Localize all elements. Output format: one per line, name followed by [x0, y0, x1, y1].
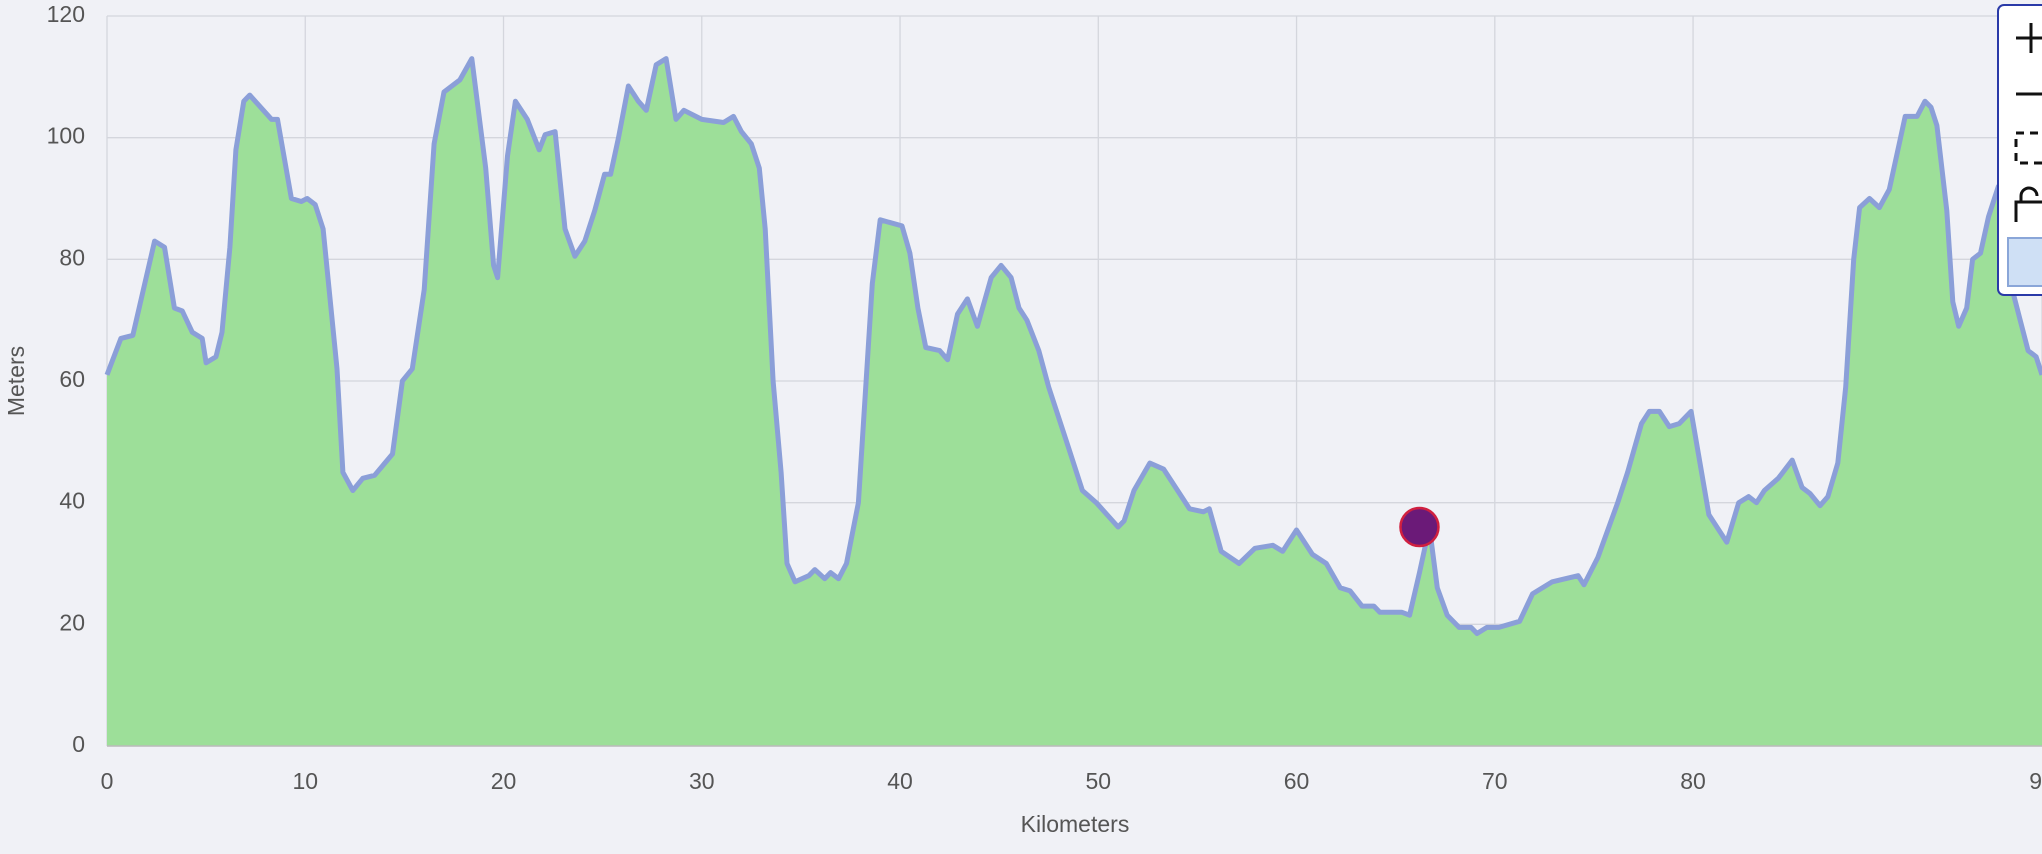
- data-button[interactable]: [2007, 237, 2042, 287]
- toolbar: [1997, 4, 2042, 296]
- y-tick-label: 0: [72, 731, 85, 757]
- y-tick-label: 60: [59, 366, 85, 392]
- x-tick-label: 20: [491, 768, 517, 794]
- x-tick-label: 50: [1085, 768, 1111, 794]
- y-tick-label: 20: [59, 609, 85, 635]
- line: [104, 56, 2042, 636]
- highlight-marker: [1399, 506, 1440, 548]
- x-tick-label: 40: [887, 768, 913, 794]
- x-tick-label: 10: [292, 768, 318, 794]
- x-axis-label: Kilometers: [1021, 811, 1130, 837]
- y-tick-label: 40: [59, 488, 85, 514]
- x-tick-label: 30: [689, 768, 715, 794]
- y-tick-label: 100: [47, 123, 85, 149]
- y-tick-label: 80: [59, 244, 85, 270]
- x-tick-label: 0: [101, 768, 114, 794]
- x-tick-label: 60: [1284, 768, 1310, 794]
- x-tick-label: 97: [2029, 768, 2042, 794]
- toolbar-frame: [1997, 4, 2042, 296]
- plot: 0 20 40 60 80 100 120 0 10 20 30 40 50 60 70 80 97: [47, 1, 2042, 794]
- zoom-in-button[interactable]: [2016, 23, 2042, 53]
- y-axis-label: Meters: [3, 346, 29, 416]
- x-tick-label: 80: [1680, 768, 1706, 794]
- zoom-box-button[interactable]: [2014, 131, 2042, 165]
- lock-button[interactable]: [2014, 186, 2042, 222]
- x-tick-label: 70: [1482, 768, 1508, 794]
- y-tick-label: 120: [47, 1, 85, 27]
